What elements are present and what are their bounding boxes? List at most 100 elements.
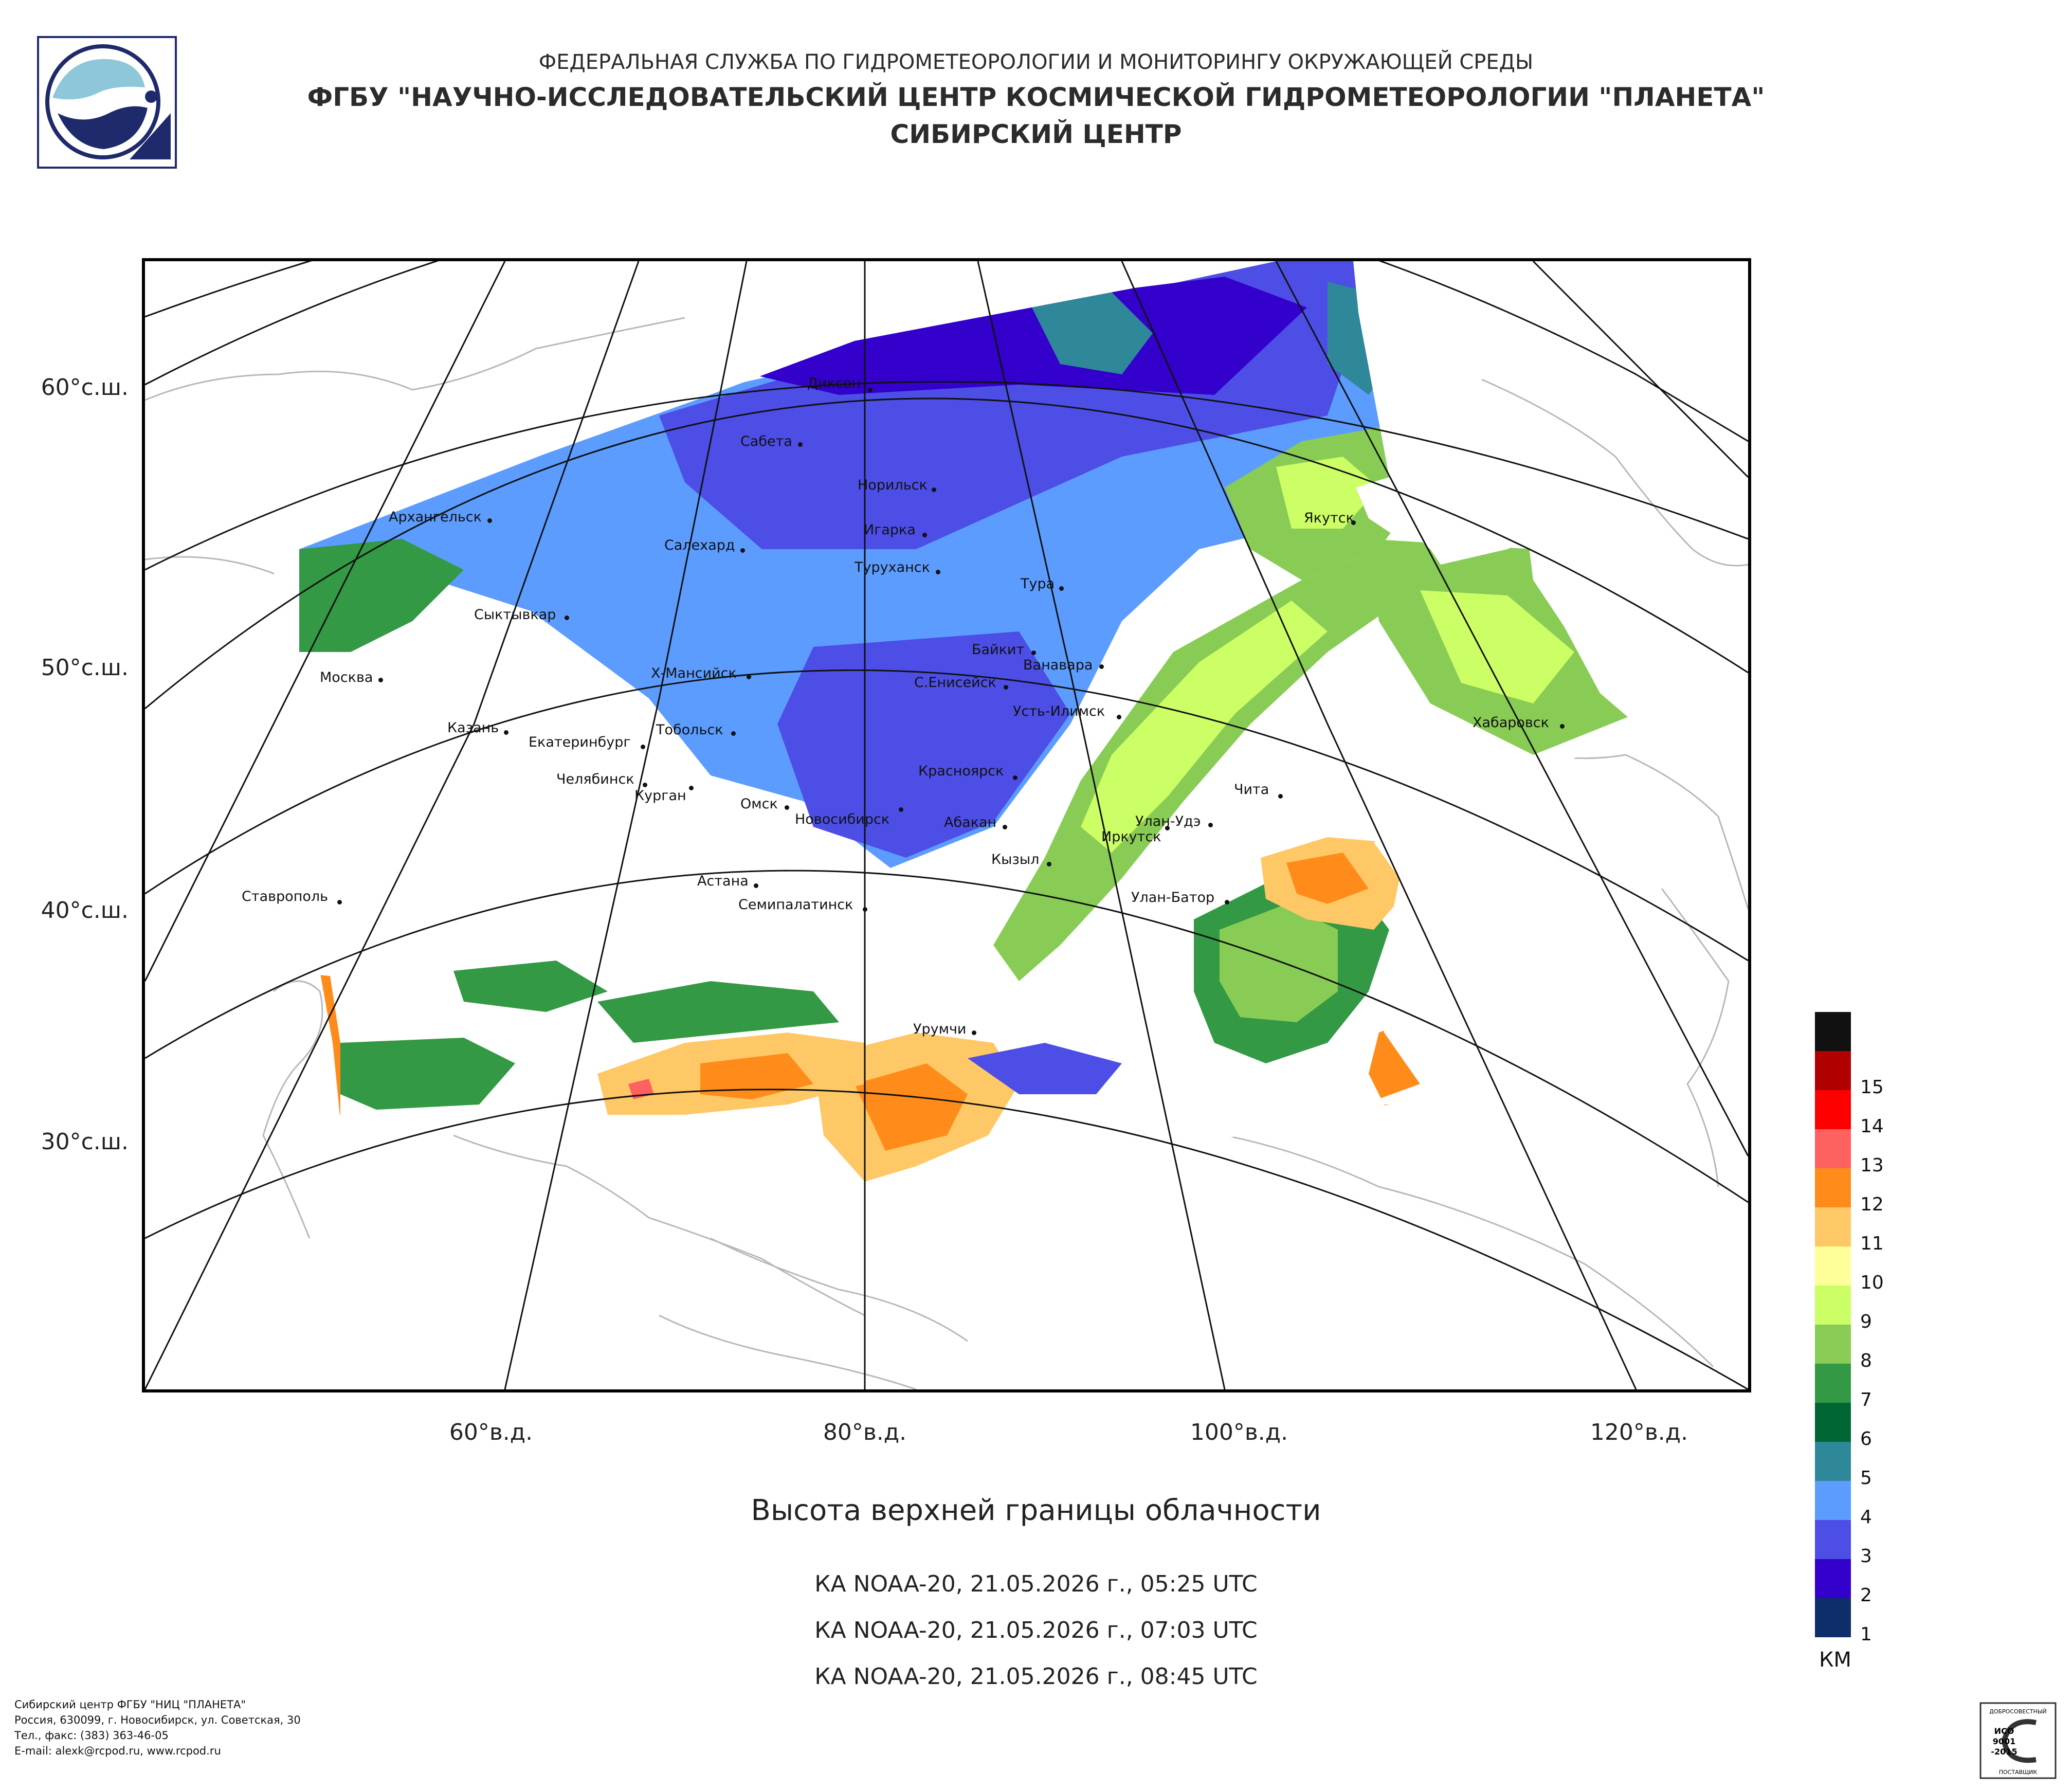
legend-swatch <box>1815 1129 1851 1168</box>
city-dot <box>932 487 936 492</box>
lat-label-50: 50°с.ш. <box>41 655 129 681</box>
city-label: Екатеринбург <box>529 734 631 750</box>
city-label: Хабаровск <box>1473 715 1549 731</box>
city-label: Астана <box>697 873 749 889</box>
city-dot <box>1047 862 1051 866</box>
city-dot <box>689 786 694 790</box>
city-dot <box>863 907 867 912</box>
city-dot <box>643 783 647 787</box>
legend-label: 15 <box>1860 1077 1884 1098</box>
city-label: Москва <box>320 670 373 685</box>
city-label: Диксон <box>807 375 861 391</box>
footer-line: E-mail: alexk@rcpod.ru, www.rcpod.ru <box>14 1745 221 1757</box>
legend-swatch <box>1815 1090 1851 1129</box>
city-label: Якутск <box>1304 510 1354 526</box>
city-label: Салехард <box>664 537 735 553</box>
satellite-pass: КА NOAA-20, 21.05.2026 г., 08:45 UTC <box>814 1663 1258 1690</box>
city-dot <box>1278 794 1283 799</box>
legend-swatch <box>1815 1403 1851 1442</box>
city-dot <box>1031 650 1036 655</box>
cloud-height-map <box>145 261 1748 1389</box>
city-dot <box>337 900 342 904</box>
legend-unit: КМ <box>1819 1648 1851 1672</box>
city-label: Х-Мансийск <box>651 665 737 681</box>
legend-label: 1 <box>1860 1624 1872 1645</box>
city-label: Норильск <box>858 477 928 493</box>
legend-label: 6 <box>1860 1428 1872 1450</box>
lat-label-40: 40°с.ш. <box>41 897 129 924</box>
legend-swatch <box>1815 1598 1851 1637</box>
city-label: Челябинск <box>556 771 634 787</box>
legend-swatch <box>1815 1286 1851 1325</box>
lon-label-80: 80°в.д. <box>823 1419 907 1445</box>
legend-label: 9 <box>1860 1311 1872 1332</box>
city-dot <box>1099 664 1104 669</box>
city-dot <box>504 730 508 735</box>
lon-label-120: 120°в.д. <box>1590 1419 1688 1445</box>
city-dot <box>1560 724 1565 729</box>
iso-cert-badge: ДОБРОСОВЕСТНЫЙ ИСО 9001 -2015 ПОСТАВЩИК <box>1979 1702 2057 1779</box>
city-label: Тобольск <box>656 722 723 738</box>
city-label: Туруханск <box>855 559 930 575</box>
city-label: Красноярск <box>918 763 1004 779</box>
legend-swatch <box>1815 1207 1851 1246</box>
city-dot <box>754 883 758 888</box>
footer-contacts: Сибирский центр ФГБУ "НИЦ "ПЛАНЕТА" Росс… <box>14 1697 301 1759</box>
legend-label: 7 <box>1860 1389 1872 1410</box>
footer-line: Сибирский центр ФГБУ "НИЦ "ПЛАНЕТА" <box>14 1698 246 1711</box>
city-dot <box>922 533 927 537</box>
legend-label: 8 <box>1860 1350 1872 1371</box>
footer-line: Россия, 630099, г. Новосибирск, ул. Сове… <box>14 1714 301 1726</box>
legend-swatch <box>1815 1168 1851 1207</box>
legend-swatch <box>1815 1325 1851 1364</box>
satellite-pass: КА NOAA-20, 21.05.2026 г., 07:03 UTC <box>814 1617 1258 1643</box>
legend-label: 11 <box>1860 1233 1884 1254</box>
city-dot <box>899 807 903 812</box>
svg-text:ИСО: ИСО <box>1994 1726 2014 1736</box>
city-dot <box>1013 775 1017 780</box>
svg-text:ДОБРОСОВЕСТНЫЙ: ДОБРОСОВЕСТНЫЙ <box>1989 1708 2047 1715</box>
city-dot <box>487 518 492 523</box>
city-dot <box>1059 586 1064 591</box>
legend-swatch <box>1815 1246 1851 1286</box>
city-label: Семипалатинск <box>738 897 853 913</box>
agency-name: ФЕДЕРАЛЬНАЯ СЛУЖБА ПО ГИДРОМЕТЕОРОЛОГИИ … <box>538 50 1534 74</box>
legend-swatch <box>1815 1559 1851 1598</box>
city-dot <box>641 745 645 749</box>
city-dot <box>785 805 789 810</box>
city-dot <box>378 678 383 682</box>
city-label: Омск <box>740 796 778 812</box>
city-dot <box>565 616 569 620</box>
city-dot <box>868 388 873 392</box>
city-label: Иркутск <box>1101 829 1161 845</box>
lon-label-100: 100°в.д. <box>1190 1419 1288 1445</box>
city-label: Сабета <box>740 433 792 449</box>
city-label: Улан-Батор <box>1131 890 1215 906</box>
graticule <box>145 261 1748 1389</box>
legend-label: 14 <box>1860 1116 1884 1137</box>
city-label: Кызыл <box>991 852 1040 867</box>
city-label: Курган <box>634 788 686 804</box>
city-dot <box>747 675 751 679</box>
city-dot <box>1003 825 1007 829</box>
city-dot <box>740 548 745 553</box>
city-label: Архангельск <box>389 509 482 525</box>
legend-label: 12 <box>1860 1194 1884 1215</box>
legend-swatch <box>1815 1520 1851 1559</box>
svg-text:9001: 9001 <box>1993 1736 2016 1746</box>
legend-label: 10 <box>1860 1272 1884 1293</box>
map-title: Высота верхней границы облачности <box>751 1494 1321 1527</box>
legend-swatch <box>1815 1051 1851 1090</box>
city-label: С.Енисейск <box>914 675 996 691</box>
city-label: Байкит <box>972 642 1025 658</box>
legend-swatch <box>1815 1012 1851 1051</box>
city-dot <box>972 1030 976 1035</box>
city-label: Абакан <box>944 815 997 830</box>
center-name: СИБИРСКИЙ ЦЕНТР <box>890 119 1182 149</box>
legend-label: 5 <box>1860 1468 1872 1489</box>
city-label: Усть-Илимск <box>1013 703 1105 719</box>
city-dot <box>1004 685 1008 690</box>
legend-label: 2 <box>1860 1585 1872 1606</box>
footer-line: Тел., факс: (383) 363-46-05 <box>14 1729 169 1742</box>
city-dot <box>1117 715 1121 719</box>
